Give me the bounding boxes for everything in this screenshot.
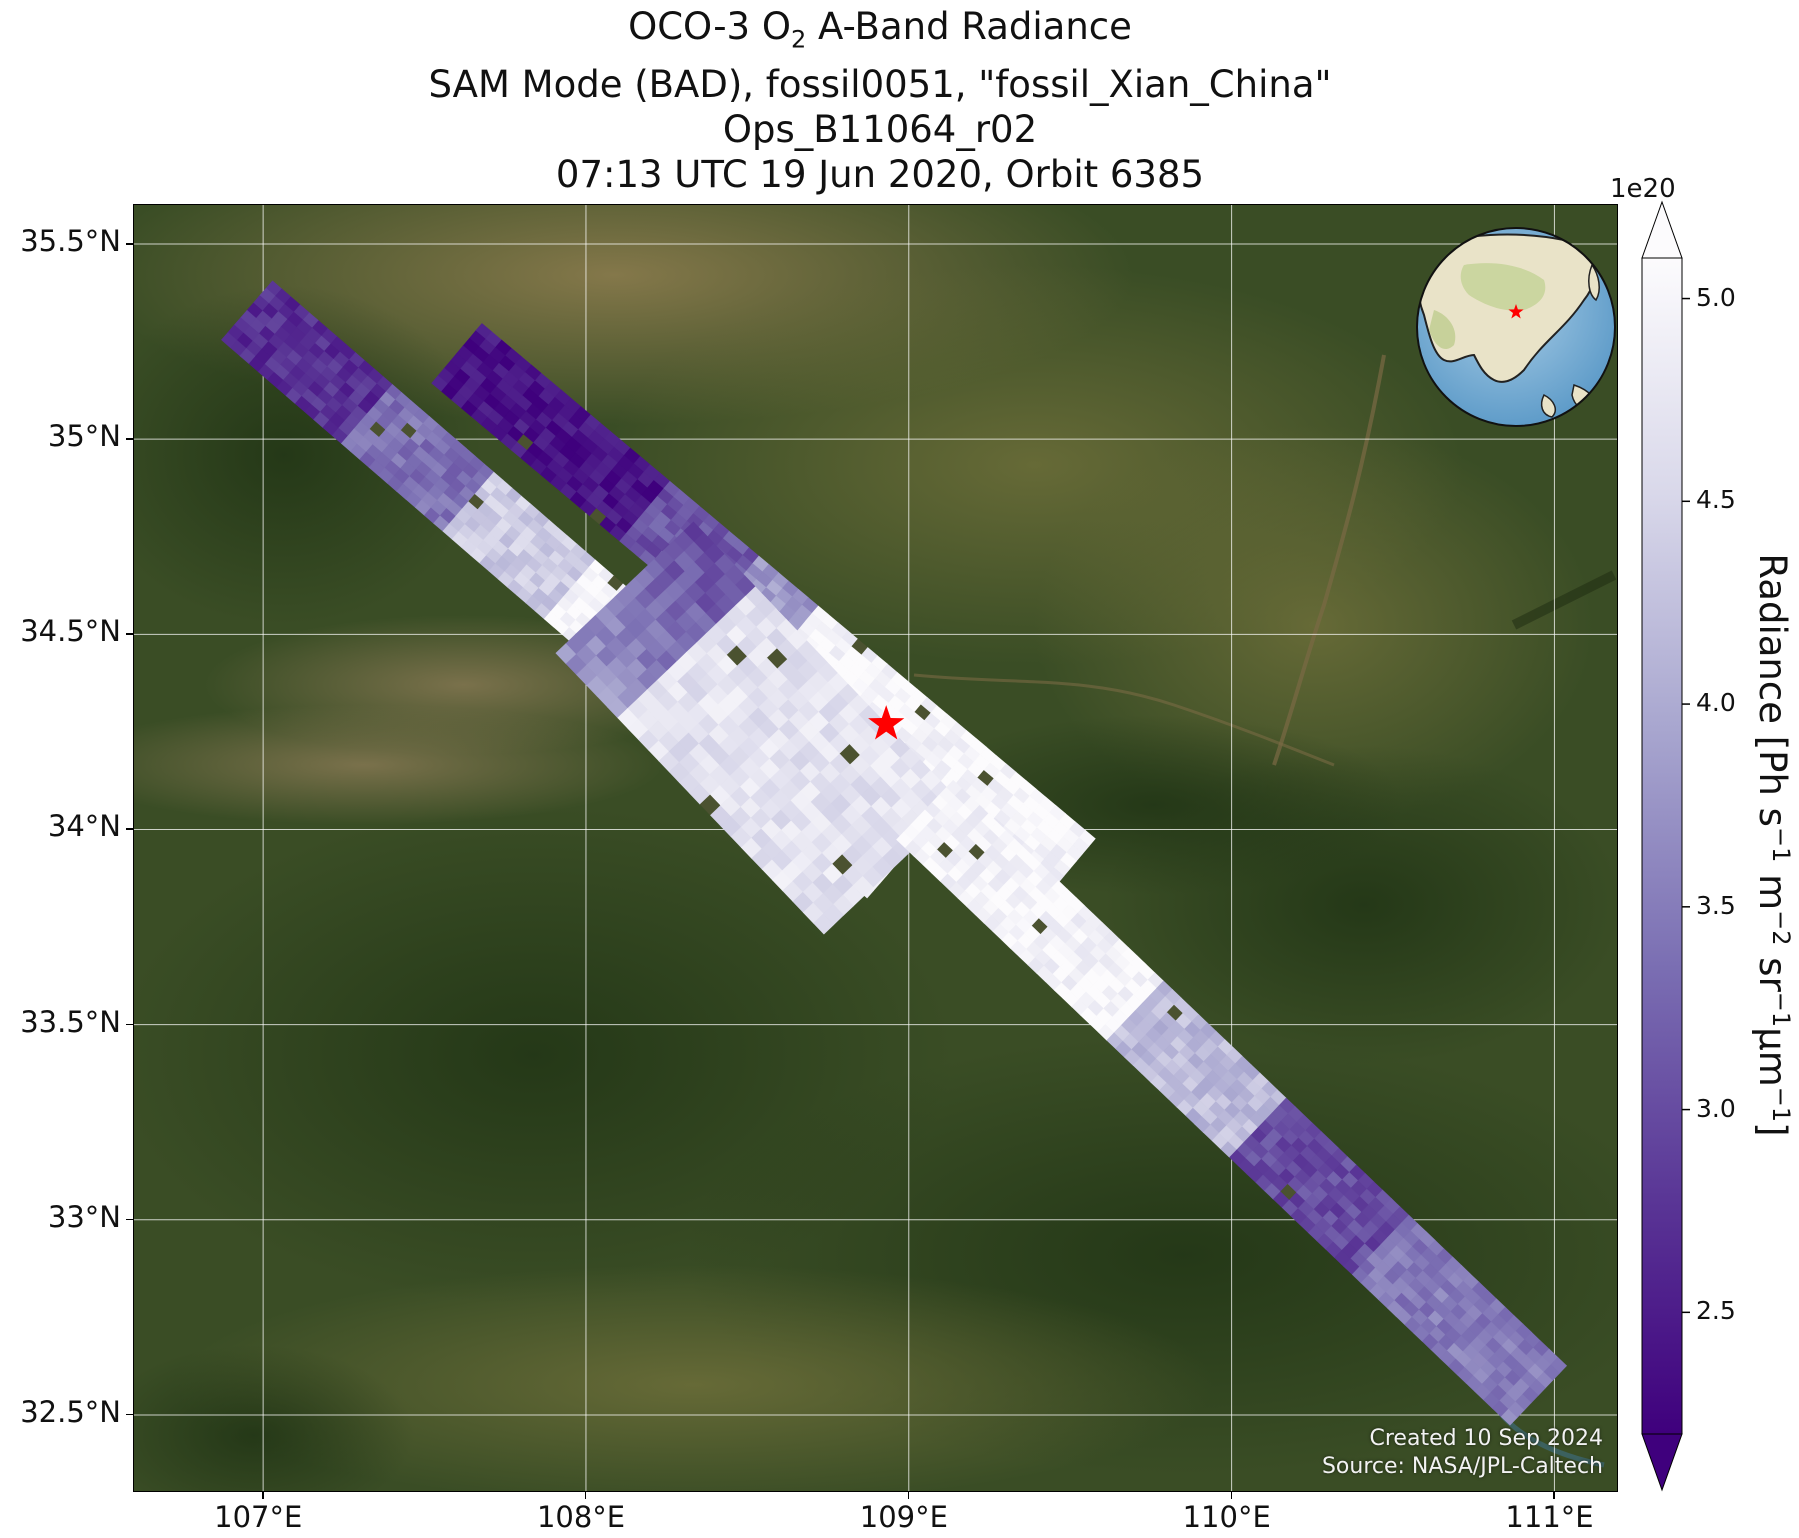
lat-tick-mark	[126, 828, 133, 830]
lon-tick-mark	[262, 1492, 264, 1499]
lon-tick-mark	[1553, 1492, 1555, 1499]
lat-tick-label: 33°N	[47, 1199, 121, 1234]
title-block: OCO-3 O2 A-Band Radiance SAM Mode (BAD),…	[0, 4, 1760, 197]
title-line-4: 07:13 UTC 19 Jun 2020, Orbit 6385	[555, 153, 1205, 197]
target-star-marker[interactable]	[868, 705, 905, 740]
created-date: Created 10 Sep 2024	[1369, 1426, 1604, 1451]
colorbar-gradient	[1641, 257, 1683, 1435]
lon-tick-label: 110°E	[1182, 1500, 1271, 1534]
title-line-1: OCO-3 O2 A-Band Radiance	[628, 5, 1132, 54]
lon-tick-mark	[907, 1492, 910, 1499]
globe-target-star	[1508, 304, 1524, 319]
colorbar-label: Radiance [Ph s−1 m−2 sr−1μm−1]	[1750, 553, 1796, 1137]
swath-southeast	[896, 779, 1568, 1426]
lat-tick-mark	[126, 1218, 133, 1221]
colorbar-tick-label: 3.0	[1696, 1093, 1736, 1123]
lat-tick-mark	[126, 243, 133, 245]
colorbar-tick-label: 4.5	[1696, 485, 1736, 515]
colorbar-extend-bottom	[1641, 1433, 1683, 1492]
lat-tick-label: 32.5°N	[20, 1394, 121, 1429]
map-canvas	[134, 205, 1617, 1491]
lat-tick-label: 34.5°N	[20, 614, 121, 649]
inset-globe	[1416, 227, 1616, 427]
colorbar-tick-label: 4.0	[1696, 688, 1736, 718]
basemap	[134, 205, 1617, 1491]
title-line-3: Ops_B11064_r02	[722, 108, 1038, 152]
lat-tick-label: 35.5°N	[20, 224, 121, 259]
colorbar	[1641, 200, 1690, 1492]
lon-tick-label: 109°E	[859, 1500, 948, 1534]
title-line-2: SAM Mode (BAD), fossil0051, "fossil_Xian…	[428, 63, 1332, 107]
lat-tick-mark	[126, 438, 133, 440]
colorbar-extend-top	[1641, 200, 1683, 259]
lon-tick-label: 107°E	[214, 1500, 303, 1534]
radiance-swaths	[221, 280, 1568, 1426]
colorbar-exponent: 1e20	[1610, 174, 1676, 204]
lon-tick-label: 108°E	[536, 1500, 626, 1534]
lon-tick-label: 111°E	[1505, 1500, 1594, 1534]
swath-block	[555, 521, 962, 935]
colorbar-tick-label: 3.5	[1696, 890, 1736, 920]
lat-tick-label: 33.5°N	[20, 1004, 121, 1039]
map-panel[interactable]: Created 10 Sep 2024 Source: NASA/JPL-Cal…	[133, 204, 1618, 1492]
lon-tick-mark	[584, 1492, 587, 1499]
source-text: Source: NASA/JPL-Caltech	[1321, 1454, 1603, 1479]
colorbar-tick-label: 5.0	[1696, 282, 1736, 312]
lat-tick-mark	[126, 1413, 133, 1416]
lat-tick-mark	[126, 633, 133, 635]
lat-tick-mark	[126, 1023, 133, 1026]
credit-text: Created 10 Sep 2024 Source: NASA/JPL-Cal…	[1322, 1425, 1603, 1481]
lat-tick-label: 34°N	[47, 809, 121, 844]
lat-tick-label: 35°N	[47, 419, 121, 454]
lon-tick-mark	[1230, 1492, 1233, 1499]
colorbar-tick-label: 2.5	[1696, 1296, 1736, 1326]
